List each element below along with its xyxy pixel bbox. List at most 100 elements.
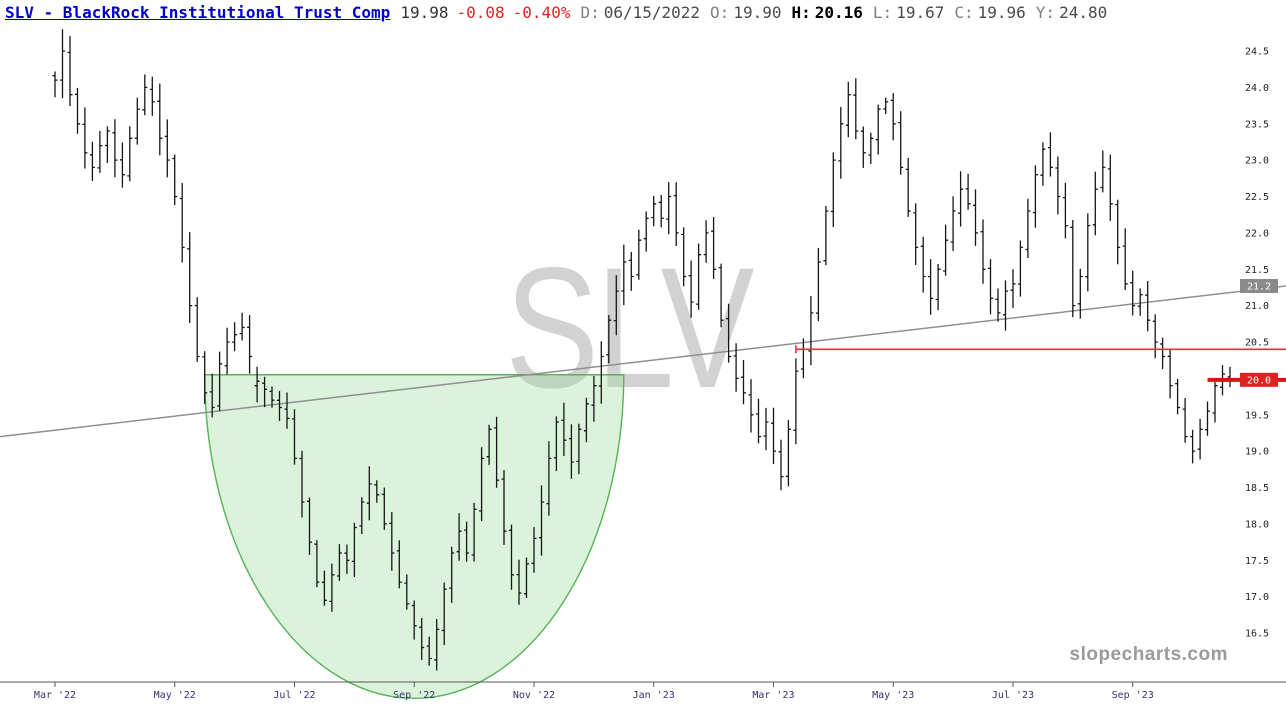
ohlc-bar — [187, 232, 193, 323]
ohlc-bar — [501, 470, 507, 545]
ohlc-bar — [1032, 165, 1038, 228]
ohlc-bar — [995, 288, 1001, 322]
ohlc-bar — [1092, 171, 1098, 236]
ohlc-bar — [1085, 213, 1091, 292]
ohlc-bar — [157, 83, 163, 156]
ohlc-bar — [232, 322, 238, 352]
ohlc-bar — [524, 557, 529, 598]
ohlc-bar — [666, 182, 672, 235]
ohlc-bar — [1107, 154, 1113, 221]
symbol-link[interactable]: SLV - BlackRock Institutional Trust Comp — [5, 3, 391, 22]
ohlc-bar — [209, 373, 215, 418]
y-axis-label: 21.0 — [1245, 301, 1269, 312]
ohlc-bar — [307, 497, 312, 555]
ohlc-bar — [531, 527, 537, 573]
ohlc-bar — [89, 141, 95, 181]
ohlc-bar — [1190, 429, 1196, 464]
ohlc-bar — [479, 447, 485, 521]
ohlc-bar — [1137, 288, 1143, 316]
ohlc-bar — [898, 111, 904, 175]
ohlc-bar — [179, 183, 185, 263]
ohlc-bar — [950, 196, 956, 251]
ohlc-bar — [314, 540, 320, 588]
ohlc-bar — [756, 398, 761, 444]
ohlc-bar — [636, 229, 642, 280]
ohlc-bar — [292, 409, 297, 465]
ohlc-bar — [838, 107, 844, 179]
ohlc-bar — [1003, 280, 1008, 331]
ohlc-bar — [1197, 418, 1203, 460]
x-axis-label: May '23 — [872, 690, 914, 701]
ohlc-bar — [247, 315, 253, 374]
ohlc-bar — [82, 107, 88, 169]
ohlc-bar — [800, 338, 806, 379]
ohlc-bar — [1115, 199, 1121, 265]
ohlc-bar — [471, 502, 477, 562]
ohlc-bar — [396, 540, 402, 589]
ohlc-bar — [1062, 182, 1068, 239]
ohlc-bar — [965, 173, 971, 210]
ohlc-bar — [883, 97, 889, 115]
ohlc-bar — [890, 93, 896, 141]
high-value: 20.16 — [814, 3, 863, 22]
ohlc-bar — [546, 441, 552, 516]
trendline-value-marker — [1240, 278, 1278, 293]
ohlc-bar — [299, 450, 305, 518]
ohlc-bar — [411, 600, 417, 640]
x-axis-label: May '22 — [154, 690, 196, 701]
ohlc-bar — [142, 74, 148, 116]
ohlc-bar — [404, 574, 410, 610]
ohlc-bar — [681, 227, 687, 287]
ohlc-bar — [905, 157, 911, 217]
cup-annotation — [203, 374, 625, 700]
ohlc-bar — [1017, 240, 1023, 297]
ohlc-bar — [853, 78, 859, 140]
low-value: 19.67 — [896, 3, 945, 22]
ohlc-bar — [359, 497, 365, 534]
y-axis-label: 19.5 — [1245, 410, 1269, 421]
ohlc-bar — [568, 424, 574, 479]
ohlc-bar — [733, 343, 739, 392]
ohlc-bar — [1130, 270, 1136, 316]
ohlc-bar — [928, 259, 934, 315]
last-price: 19.98 — [400, 3, 449, 22]
last-price-marker-label: 20.0 — [1247, 375, 1271, 386]
ohlc-bar — [583, 397, 589, 443]
ohlc-bar — [1070, 220, 1076, 318]
last-price-marker — [1240, 372, 1278, 387]
y-axis-label: 17.0 — [1245, 592, 1269, 603]
ohlc-bar — [1205, 401, 1210, 436]
ohlc-bar — [1145, 281, 1151, 332]
ohlc-bar — [673, 182, 679, 246]
change-value: -0.08 — [456, 3, 505, 22]
trendline — [0, 285, 1286, 438]
low-label: L: — [872, 3, 893, 22]
ohlc-bar — [1160, 337, 1166, 370]
ohlc-bar — [269, 386, 275, 408]
ohlc-bar — [1040, 142, 1046, 186]
ohlc-bar — [658, 195, 664, 228]
ohlc-bar — [1025, 198, 1031, 258]
open-value: 19.90 — [733, 3, 782, 22]
ohlc-bar — [486, 424, 492, 465]
x-axis-label: Sep '22 — [393, 690, 435, 701]
ohlc-bar — [60, 29, 65, 99]
ohlc-bar — [464, 521, 470, 562]
ohlc-bar — [621, 244, 627, 306]
ohlc-bar — [613, 275, 619, 336]
ohlc-bar — [703, 220, 709, 263]
ohlc-bar — [202, 351, 208, 404]
ohlc-bar — [778, 439, 784, 491]
ohlc-bar — [830, 152, 836, 227]
ohlc-bar — [808, 296, 814, 366]
ohlc-bar — [344, 544, 350, 575]
ohlc-bar — [741, 360, 746, 405]
ohlc-bar — [726, 303, 732, 363]
x-axis-label: Sep '23 — [1112, 690, 1154, 701]
ohlc-bar — [127, 126, 133, 182]
ohlc-bar — [456, 513, 462, 561]
ohlc-bar — [651, 196, 657, 227]
ohlc-bar — [419, 618, 425, 660]
site-logo: slopecharts.com — [1069, 644, 1228, 665]
